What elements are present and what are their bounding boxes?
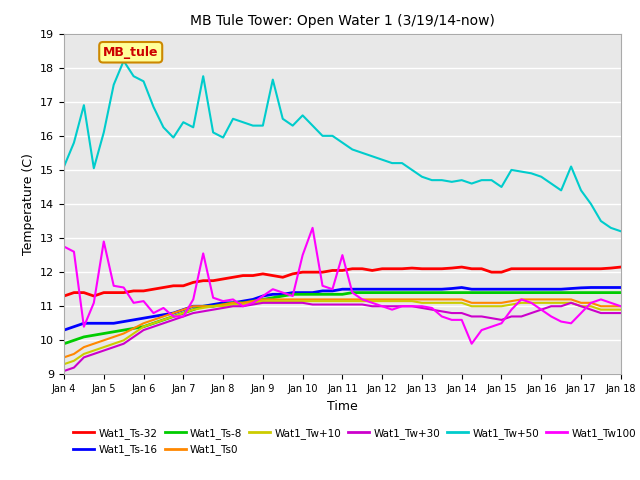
Wat1_Ts-32 — [90, 293, 98, 299]
Wat1_Tw+30 — [80, 355, 88, 360]
Wat1_Tw+10 — [60, 361, 68, 367]
Text: MB_tule: MB_tule — [103, 46, 159, 59]
Wat1_Tw+50 — [80, 102, 88, 108]
Wat1_Ts-16 — [80, 321, 88, 326]
Wat1_Tw100 — [90, 300, 98, 306]
Wat1_Ts-8 — [299, 291, 307, 297]
Wat1_Tw100 — [468, 341, 476, 347]
Wat1_Tw+30 — [308, 301, 316, 307]
Line: Wat1_Tw+30: Wat1_Tw+30 — [64, 303, 621, 371]
Wat1_Tw+10 — [458, 300, 465, 306]
Wat1_Ts0 — [90, 341, 98, 347]
Wat1_Tw+50 — [308, 123, 316, 129]
Wat1_Ts-32 — [209, 278, 217, 284]
Wat1_Tw100 — [458, 317, 465, 323]
Wat1_Tw+10 — [209, 303, 217, 309]
Wat1_Tw+10 — [617, 307, 625, 312]
Y-axis label: Temperature (C): Temperature (C) — [22, 153, 35, 255]
Wat1_Ts0 — [209, 303, 217, 309]
Wat1_Ts-8 — [60, 341, 68, 347]
Wat1_Ts-8 — [80, 334, 88, 340]
Wat1_Ts-8 — [617, 290, 625, 296]
Wat1_Ts-32 — [448, 265, 456, 271]
Wat1_Ts-16 — [90, 321, 98, 326]
Wat1_Tw+10 — [90, 348, 98, 353]
Wat1_Ts-8 — [448, 290, 456, 296]
Wat1_Tw+10 — [308, 298, 316, 304]
Wat1_Ts-16 — [60, 327, 68, 333]
Wat1_Ts-32 — [299, 269, 307, 275]
Wat1_Ts-8 — [209, 303, 217, 309]
Line: Wat1_Tw+10: Wat1_Tw+10 — [64, 301, 621, 364]
Wat1_Ts-16 — [617, 285, 625, 290]
Wat1_Tw+30 — [60, 368, 68, 374]
Wat1_Ts-32 — [80, 290, 88, 296]
Wat1_Ts-32 — [617, 264, 625, 270]
Wat1_Ts0 — [458, 297, 465, 302]
Legend: Wat1_Ts-32, Wat1_Ts-16, Wat1_Ts-8, Wat1_Ts0, Wat1_Tw+10, Wat1_Tw+30, Wat1_Tw+50,: Wat1_Ts-32, Wat1_Ts-16, Wat1_Ts-8, Wat1_… — [69, 424, 640, 459]
Wat1_Tw100 — [448, 317, 456, 323]
Wat1_Ts0 — [259, 297, 267, 302]
Wat1_Ts-8 — [90, 332, 98, 338]
Wat1_Tw+30 — [209, 307, 217, 312]
Wat1_Tw+50 — [90, 165, 98, 171]
Line: Wat1_Ts-8: Wat1_Ts-8 — [64, 293, 621, 344]
Wat1_Tw+50 — [458, 177, 465, 183]
Wat1_Ts0 — [448, 297, 456, 302]
Wat1_Tw100 — [60, 244, 68, 250]
Wat1_Ts-16 — [299, 290, 307, 296]
Wat1_Ts0 — [308, 297, 316, 302]
Wat1_Ts0 — [80, 344, 88, 350]
Wat1_Ts0 — [60, 355, 68, 360]
Wat1_Ts-8 — [458, 290, 465, 296]
Line: Wat1_Ts-32: Wat1_Ts-32 — [64, 267, 621, 296]
X-axis label: Time: Time — [327, 400, 358, 413]
Wat1_Tw+30 — [617, 310, 625, 316]
Wat1_Tw+50 — [617, 228, 625, 234]
Line: Wat1_Tw100: Wat1_Tw100 — [64, 228, 621, 344]
Wat1_Tw+30 — [448, 310, 456, 316]
Line: Wat1_Ts-16: Wat1_Ts-16 — [64, 288, 621, 330]
Wat1_Tw100 — [209, 295, 217, 300]
Wat1_Tw+10 — [448, 300, 456, 306]
Wat1_Tw+30 — [90, 351, 98, 357]
Line: Wat1_Ts0: Wat1_Ts0 — [64, 300, 621, 358]
Wat1_Ts-8 — [349, 290, 356, 296]
Wat1_Tw100 — [308, 225, 316, 231]
Wat1_Tw+50 — [220, 135, 227, 141]
Wat1_Ts-16 — [448, 286, 456, 291]
Wat1_Tw+50 — [60, 164, 68, 169]
Wat1_Tw+10 — [259, 298, 267, 304]
Wat1_Ts-32 — [458, 264, 465, 270]
Wat1_Ts0 — [617, 303, 625, 309]
Wat1_Tw+50 — [120, 58, 127, 64]
Wat1_Ts-16 — [458, 285, 465, 290]
Title: MB Tule Tower: Open Water 1 (3/19/14-now): MB Tule Tower: Open Water 1 (3/19/14-now… — [190, 14, 495, 28]
Wat1_Ts-16 — [209, 301, 217, 307]
Wat1_Ts-32 — [438, 266, 445, 272]
Line: Wat1_Tw+50: Wat1_Tw+50 — [64, 61, 621, 231]
Wat1_Ts-32 — [60, 293, 68, 299]
Wat1_Tw100 — [80, 324, 88, 330]
Wat1_Tw+10 — [80, 351, 88, 357]
Wat1_Tw+50 — [448, 179, 456, 185]
Wat1_Tw+30 — [259, 300, 267, 306]
Wat1_Tw100 — [299, 252, 307, 258]
Wat1_Tw+30 — [458, 310, 465, 316]
Wat1_Tw100 — [617, 303, 625, 309]
Wat1_Ts-16 — [438, 286, 445, 292]
